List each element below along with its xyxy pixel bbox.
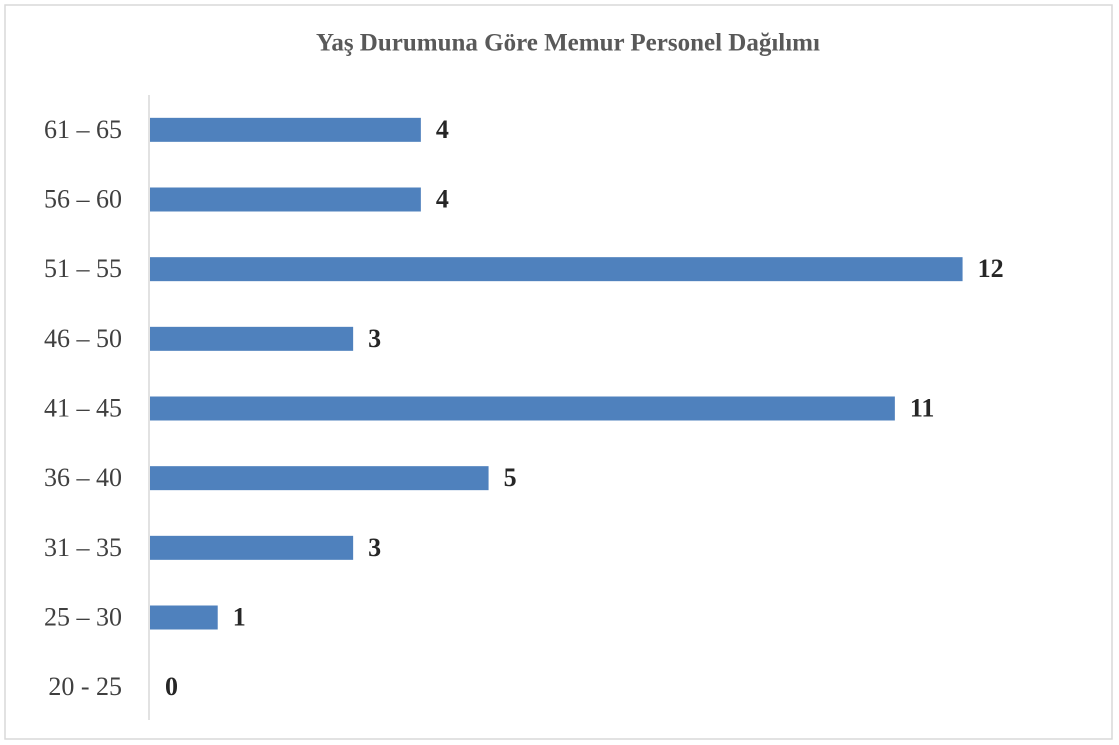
value-label: 3 — [368, 324, 381, 353]
bar — [150, 605, 218, 630]
y-tick-label: 31 – 35 — [44, 533, 122, 562]
y-tick-label: 36 – 40 — [44, 463, 122, 492]
value-label: 5 — [504, 463, 517, 492]
value-label: 11 — [910, 393, 935, 422]
y-tick-label: 41 – 45 — [44, 393, 122, 422]
bar — [150, 257, 963, 282]
y-tick-label: 25 – 30 — [44, 602, 122, 631]
bar — [150, 326, 354, 351]
value-label: 4 — [436, 184, 449, 213]
value-label: 12 — [978, 254, 1004, 283]
value-label: 1 — [233, 602, 246, 631]
value-label: 4 — [436, 115, 449, 144]
value-label: 0 — [165, 672, 178, 701]
y-tick-label: 20 - 25 — [48, 672, 122, 701]
y-tick-label: 56 – 60 — [44, 184, 122, 213]
bar — [150, 396, 895, 421]
bar — [150, 117, 421, 142]
y-tick-label: 46 – 50 — [44, 324, 122, 353]
chart-title: Yaş Durumuna Göre Memur Personel Dağılım… — [316, 30, 820, 57]
bar — [150, 466, 489, 491]
bar — [150, 187, 421, 212]
y-tick-label: 61 – 65 — [44, 115, 122, 144]
value-label: 3 — [368, 533, 381, 562]
y-tick-label: 51 – 55 — [44, 254, 122, 283]
bar — [150, 535, 354, 560]
